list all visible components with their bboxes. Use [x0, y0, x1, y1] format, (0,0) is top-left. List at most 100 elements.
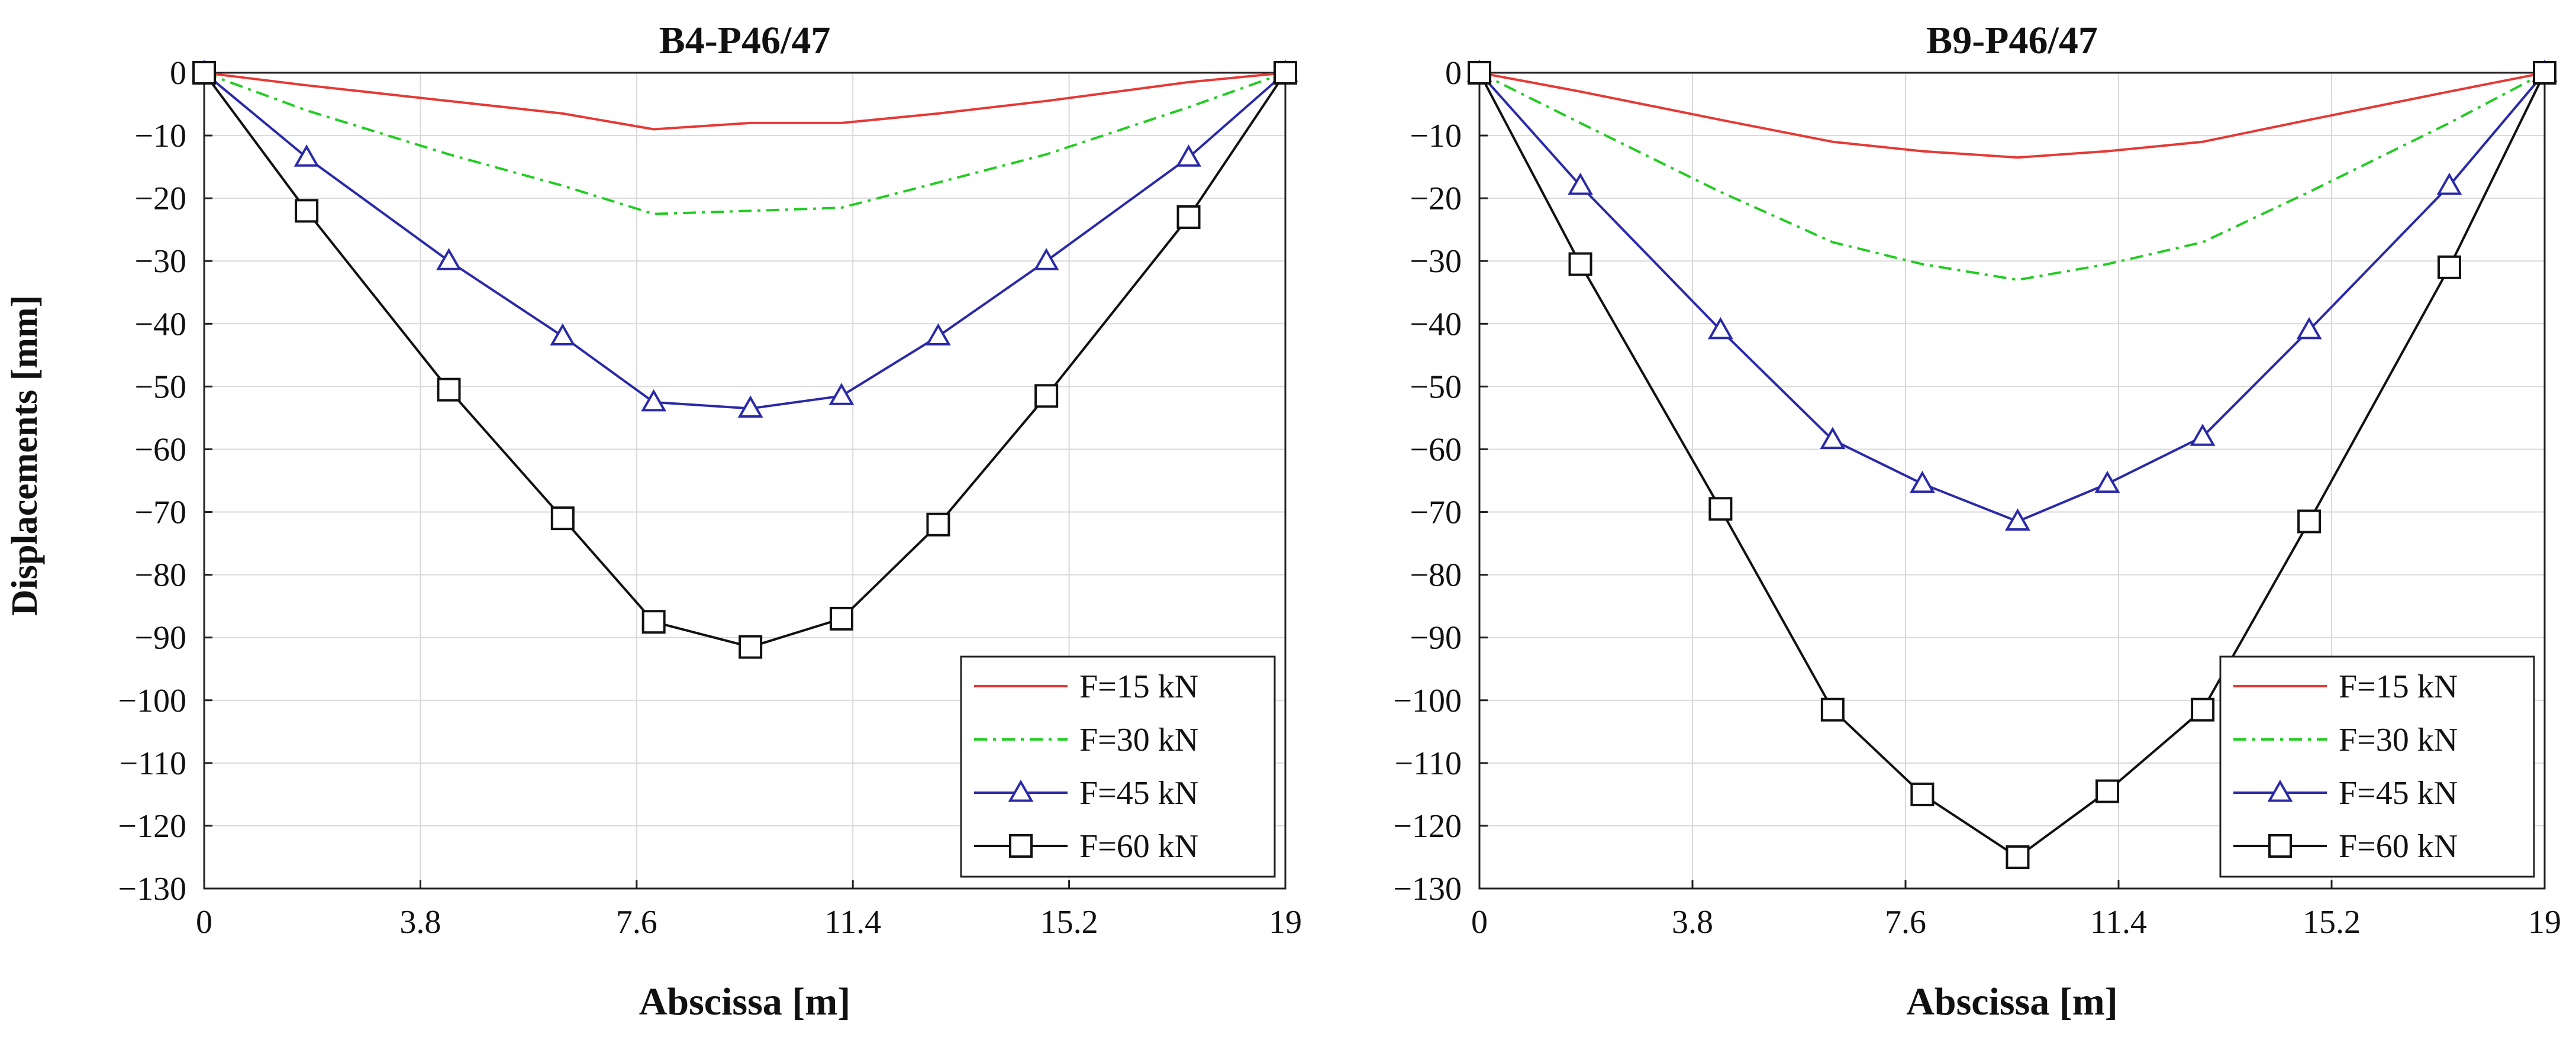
data-point-f-60-kn — [2437, 255, 2461, 279]
y-tick-label: −20 — [1410, 180, 1462, 217]
legend-item-f-45-kn: F=45 kN — [2233, 775, 2458, 812]
data-point-f-45-kn — [1909, 470, 1935, 493]
series-line-f-30-kn — [204, 72, 1286, 215]
chart-title: B9-P46/47 — [1926, 19, 2098, 62]
data-point-f-60-kn — [2006, 845, 2030, 869]
y-tick-label: −100 — [118, 683, 186, 719]
legend-item-f-60-kn: F=60 kN — [974, 828, 1198, 865]
series-line-f-15-kn — [204, 72, 1286, 131]
series-f-60-kn — [1468, 61, 2556, 869]
y-tick-label: −50 — [1410, 369, 1462, 405]
x-tick-label: 7.6 — [616, 904, 657, 941]
data-point-f-45-kn — [2296, 316, 2322, 340]
x-tick-label: 7.6 — [1885, 904, 1926, 941]
data-point-f-60-kn — [192, 61, 216, 85]
y-tick-label: −120 — [1393, 808, 1462, 845]
legend-item-f-60-kn: F=60 kN — [2233, 828, 2458, 865]
series-f-60-kn — [192, 61, 1297, 659]
legend-label: F=15 kN — [2339, 668, 2458, 705]
legend-label: F=60 kN — [1079, 828, 1198, 865]
data-point-f-45-kn — [925, 323, 951, 346]
y-tick-label: −80 — [134, 557, 186, 594]
series-f-15-kn — [1479, 72, 2545, 159]
y-tick-label: −10 — [1410, 118, 1462, 154]
data-point-f-60-kn — [1176, 205, 1201, 229]
x-tick-label: 19 — [2528, 904, 2561, 941]
data-point-f-60-kn — [2297, 509, 2322, 534]
legend-item-f-30-kn: F=30 kN — [2233, 722, 2458, 758]
data-point-f-60-kn — [295, 199, 319, 223]
y-tick-label: −40 — [1410, 306, 1462, 343]
y-tick-label: −90 — [1410, 620, 1462, 657]
y-tick-label: −40 — [134, 306, 186, 343]
y-tick-label: −130 — [1393, 871, 1462, 907]
y-tick-label: −30 — [1410, 243, 1462, 280]
chart-b4-p46-47: 0 3.8 7.6 11.4 15.2 19 0 −10 −20 −30 −40 −50 −60 −70 −… — [118, 19, 1302, 1023]
data-point-f-45-kn — [1033, 248, 1059, 270]
data-point-f-60-kn — [2095, 779, 2120, 803]
data-point-f-60-kn — [2533, 61, 2556, 85]
data-point-f-60-kn — [1708, 497, 1733, 521]
data-point-f-45-kn — [1707, 316, 1733, 340]
series-f-15-kn — [204, 72, 1286, 131]
data-point-f-45-kn — [1820, 427, 1846, 450]
legend-item-f-45-kn: F=45 kN — [974, 775, 1198, 812]
x-tick-label: 3.8 — [1672, 904, 1713, 941]
chart-title: B4-P46/47 — [659, 19, 831, 62]
x-tick-label: 15.2 — [1040, 904, 1098, 941]
x-tick-label: 15.2 — [2303, 904, 2361, 941]
y-tick-label: −50 — [134, 369, 186, 405]
data-point-f-45-kn — [828, 383, 855, 405]
y-tick-label: 0 — [1445, 55, 1462, 92]
y-axis-label: Displacements [mm] — [5, 295, 45, 616]
x-tick-label: 19 — [1269, 904, 1302, 941]
data-point-f-60-kn — [437, 377, 461, 402]
chart-b9-p46-47: 0 3.8 7.6 11.4 15.2 19 0 −10 −20 −30 −40 −50 −60 −70 −… — [1393, 19, 2561, 1023]
legend-item-f-15-kn: F=15 kN — [2233, 668, 2458, 705]
data-point-f-60-kn — [1568, 252, 1592, 276]
y-tick-label: −120 — [118, 808, 186, 845]
data-point-f-60-kn — [1468, 61, 1491, 85]
legend-marker-triangle — [2267, 779, 2293, 802]
y-tick-label: −130 — [118, 871, 186, 907]
y-tick-label: −60 — [1410, 431, 1462, 468]
legend-label: F=15 kN — [1079, 668, 1198, 705]
legend-label: F=30 kN — [1079, 722, 1198, 758]
x-tick-label: 3.8 — [399, 904, 441, 941]
data-point-f-60-kn — [1034, 384, 1059, 408]
data-point-f-45-kn — [2005, 508, 2030, 531]
data-point-f-45-kn — [2190, 424, 2216, 446]
y-tick-label: −100 — [1393, 683, 1462, 719]
y-tick-label: −80 — [1410, 557, 1462, 594]
x-tick-label: 11.4 — [2090, 904, 2147, 941]
data-point-f-45-kn — [2436, 172, 2462, 195]
axes-frame — [203, 72, 1287, 890]
data-point-f-60-kn — [739, 635, 763, 659]
legend-label: F=30 kN — [2339, 722, 2458, 758]
data-point-f-45-kn — [550, 323, 576, 346]
y-tick-label: −90 — [134, 620, 186, 657]
data-point-f-60-kn — [926, 512, 950, 537]
legend: F=15 kN F=30 kN F=45 kN F=60 kN — [2219, 655, 2535, 878]
y-tick-label: −20 — [134, 180, 186, 217]
x-axis-label: Abscissa [m] — [1906, 980, 2118, 1023]
y-tick-label: −110 — [119, 745, 186, 782]
data-point-f-60-kn — [641, 610, 666, 634]
y-tick-label: 0 — [170, 55, 186, 92]
data-point-f-45-kn — [436, 248, 462, 270]
legend-marker-triangle — [1008, 779, 1034, 802]
data-point-f-45-kn — [1176, 144, 1201, 167]
y-tick-label: −30 — [134, 243, 186, 280]
legend-item-f-15-kn: F=15 kN — [974, 668, 1198, 705]
axes-frame — [1478, 72, 2546, 890]
series-f-30-kn — [204, 72, 1286, 215]
series-line-f-30-kn — [1479, 72, 2545, 282]
series-f-30-kn — [1479, 72, 2545, 282]
legend-marker-square — [2268, 834, 2292, 858]
legend-item-f-30-kn: F=30 kN — [974, 722, 1198, 758]
y-tick-label: −70 — [134, 495, 186, 531]
x-tick-label: 11.4 — [824, 904, 881, 941]
y-tick-label: −110 — [1394, 745, 1462, 782]
data-point-f-45-kn — [737, 395, 763, 418]
legend-label: F=60 kN — [2339, 828, 2458, 865]
